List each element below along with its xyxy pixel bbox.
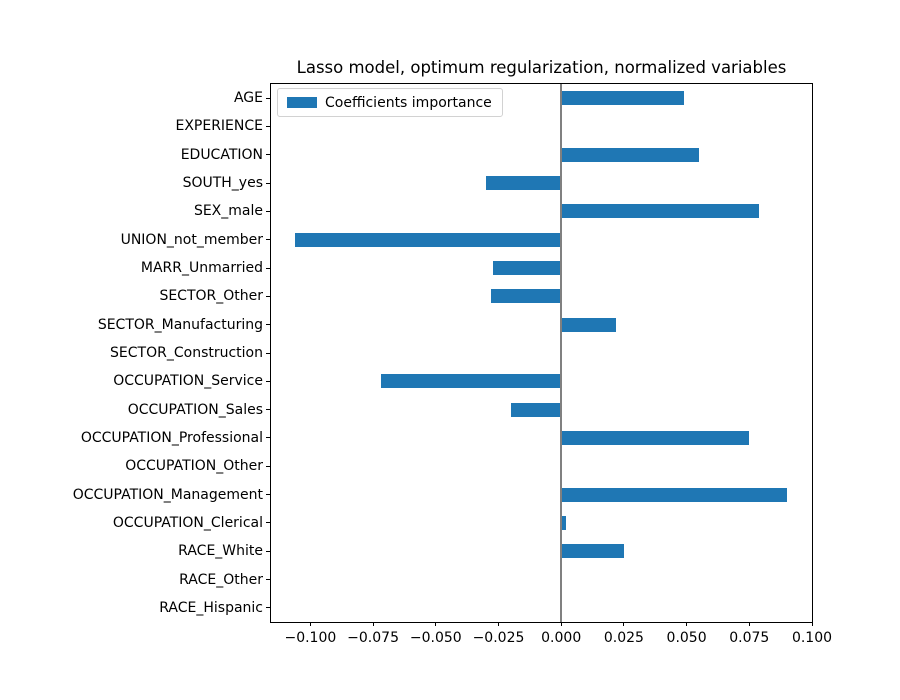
y-tick <box>266 97 270 99</box>
y-tick <box>266 210 270 212</box>
y-tick <box>266 239 270 241</box>
y-tick <box>266 295 270 297</box>
bar-SECTOR_Other <box>490 289 562 304</box>
y-tick <box>266 324 270 326</box>
y-tick-label: OCCUPATION_Service <box>113 373 263 390</box>
y-tick <box>266 409 270 411</box>
x-tick-label: 0.050 <box>666 630 707 646</box>
legend-label: Coefficients importance <box>325 94 492 111</box>
y-tick <box>266 607 270 609</box>
y-tick-label: OCCUPATION_Sales <box>127 401 263 418</box>
y-tick <box>266 494 270 496</box>
x-tick-label: 0.100 <box>791 630 833 646</box>
x-tick-label: −0.050 <box>409 630 462 646</box>
bar-SEX_male <box>561 204 760 219</box>
y-tick-label: RACE_Other <box>179 571 263 588</box>
bar-RACE_White <box>561 544 624 559</box>
y-tick-label: SOUTH_yes <box>182 175 263 192</box>
x-tick-label: 0.075 <box>729 630 770 646</box>
bar-EDUCATION <box>561 147 700 162</box>
y-tick-label: MARR_Unmarried <box>140 260 263 277</box>
legend: Coefficients importance <box>277 88 503 117</box>
bar-OCCUPATION_Sales <box>511 402 562 417</box>
x-tick-label: −0.025 <box>472 630 525 646</box>
y-tick-label: AGE <box>233 90 263 107</box>
x-tick <box>748 622 750 626</box>
x-tick-label: −0.075 <box>347 630 399 646</box>
y-tick-label: OCCUPATION_Clerical <box>112 514 263 531</box>
bar-SOUTH_yes <box>485 176 562 191</box>
bar-SECTOR_Manufacturing <box>561 317 617 332</box>
y-tick-label: SEX_male <box>193 203 263 220</box>
plot-area: Coefficients importance AGE EXPERIENCE EDU… <box>73 83 832 646</box>
x-tick <box>435 622 437 626</box>
y-tick <box>266 125 270 127</box>
y-tick <box>266 267 270 269</box>
bar-AGE <box>561 91 685 106</box>
y-tick-label: RACE_White <box>178 543 263 560</box>
y-tick-label: EDUCATION <box>180 146 263 163</box>
y-tick-label: SECTOR_Construction <box>110 345 263 361</box>
y-tick <box>266 380 270 382</box>
chart-title: Lasso model, optimum regularization, nor… <box>296 58 787 77</box>
x-tick <box>497 622 499 626</box>
y-tick <box>266 550 270 552</box>
y-tick-label: OCCUPATION_Other <box>125 458 263 475</box>
y-tick <box>266 465 270 467</box>
x-tick-label: −0.100 <box>284 630 337 646</box>
y-tick-label: EXPERIENCE <box>175 118 263 135</box>
y-tick <box>266 437 270 439</box>
bar-OCCUPATION_Professional <box>561 430 750 445</box>
bar-OCCUPATION_Service <box>380 374 562 389</box>
y-tick-label: OCCUPATION_Professional <box>80 429 263 446</box>
y-tick <box>266 182 270 184</box>
x-tick <box>811 622 813 626</box>
y-tick-label: OCCUPATION_Management <box>72 486 263 503</box>
bar-OCCUPATION_Management <box>561 487 787 502</box>
x-tick-label: 0.025 <box>603 630 644 646</box>
bar-MARR_Unmarried <box>493 261 562 276</box>
bar-OCCUPATION_Clerical <box>561 515 567 530</box>
y-tick-label: RACE_Hispanic <box>159 599 263 616</box>
x-tick-label: 0.000 <box>541 630 582 646</box>
y-tick <box>266 352 270 354</box>
y-tick-label: SECTOR_Manufacturing <box>97 316 263 333</box>
x-tick <box>309 622 311 626</box>
y-tick <box>266 154 270 156</box>
y-tick <box>266 579 270 581</box>
zero-line <box>560 84 563 622</box>
bar-UNION_not_member <box>295 232 562 247</box>
x-tick <box>686 622 688 626</box>
y-tick-label: SECTOR_Other <box>159 288 263 305</box>
y-tick <box>266 522 270 524</box>
legend-swatch <box>287 97 317 108</box>
x-tick <box>372 622 374 626</box>
y-tick-label: UNION_not_member <box>120 231 263 248</box>
x-tick <box>623 622 625 626</box>
x-tick <box>560 622 562 626</box>
